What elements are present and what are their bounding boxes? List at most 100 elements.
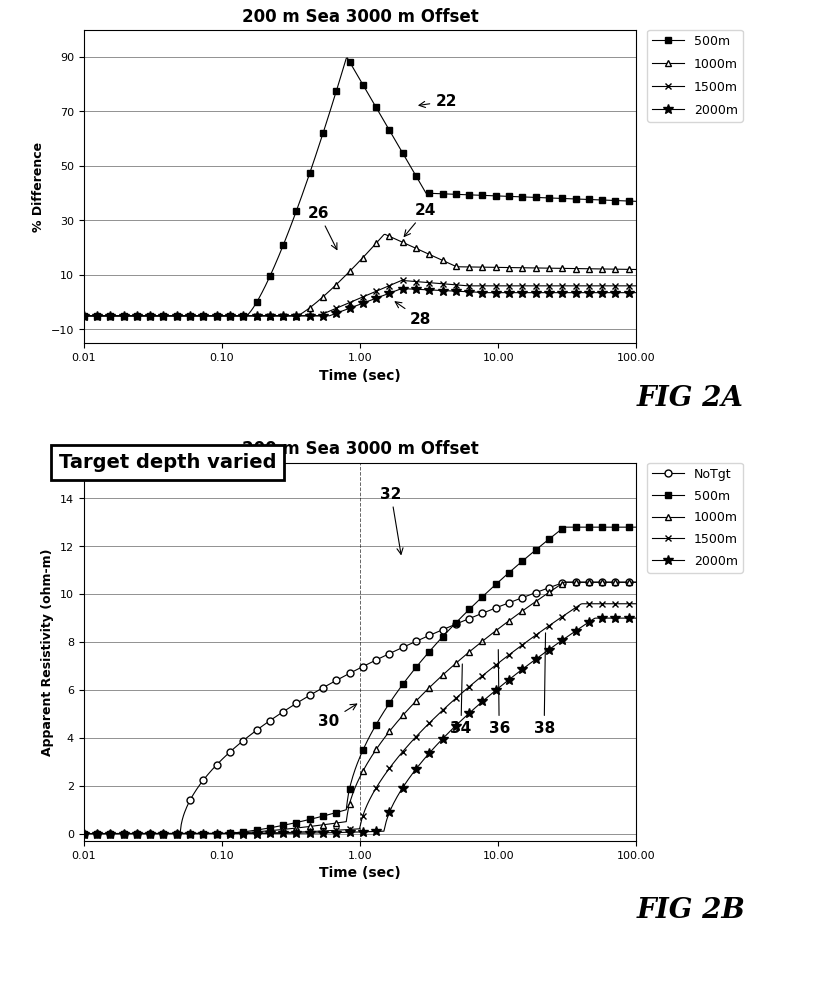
NoTgt xyxy=(619,576,629,588)
1000m xyxy=(408,242,418,254)
1500m xyxy=(341,298,351,310)
Text: 38: 38 xyxy=(533,633,554,736)
Text: 28: 28 xyxy=(395,301,431,327)
500m xyxy=(408,666,418,678)
Text: 22: 22 xyxy=(418,95,456,109)
1500m xyxy=(631,280,641,292)
Line: 1500m: 1500m xyxy=(80,600,639,837)
500m xyxy=(619,521,629,533)
2000m xyxy=(377,290,388,301)
Title: 200 m Sea 3000 m Offset: 200 m Sea 3000 m Offset xyxy=(242,8,478,26)
Text: 24: 24 xyxy=(404,203,436,237)
1000m xyxy=(344,798,354,810)
Y-axis label: % Difference: % Difference xyxy=(32,141,45,232)
2000m xyxy=(619,612,629,624)
1000m xyxy=(408,698,418,710)
NoTgt xyxy=(341,670,351,682)
2000m xyxy=(531,653,542,665)
500m xyxy=(631,196,641,208)
Line: NoTgt: NoTgt xyxy=(80,579,639,837)
1000m xyxy=(341,269,351,281)
NoTgt xyxy=(79,828,89,840)
1000m xyxy=(79,828,89,840)
Text: 30: 30 xyxy=(318,704,357,729)
X-axis label: Time (sec): Time (sec) xyxy=(319,866,401,880)
1500m xyxy=(341,824,351,836)
1000m xyxy=(344,266,354,278)
1500m xyxy=(377,772,388,784)
Text: 36: 36 xyxy=(488,650,510,736)
1000m xyxy=(631,576,641,588)
Title: 200 m Sea 3000 m Offset: 200 m Sea 3000 m Offset xyxy=(242,441,478,459)
500m xyxy=(631,521,641,533)
Text: FIG 2B: FIG 2B xyxy=(636,896,745,924)
1000m xyxy=(619,576,629,588)
Line: 500m: 500m xyxy=(80,55,639,319)
2000m xyxy=(619,287,629,298)
1500m xyxy=(397,275,407,287)
500m xyxy=(341,53,351,65)
Legend: NoTgt, 500m, 1000m, 1500m, 2000m: NoTgt, 500m, 1000m, 1500m, 2000m xyxy=(647,463,742,573)
NoTgt xyxy=(377,651,388,663)
1500m xyxy=(344,297,354,308)
2000m xyxy=(631,287,641,298)
500m xyxy=(377,707,388,719)
Y-axis label: Apparent Resistivity (ohm-m): Apparent Resistivity (ohm-m) xyxy=(41,548,54,755)
2000m xyxy=(532,287,542,298)
1000m xyxy=(79,310,89,322)
Line: 1000m: 1000m xyxy=(80,231,639,319)
500m xyxy=(79,310,89,322)
2000m xyxy=(631,612,641,624)
2000m xyxy=(397,283,407,295)
Text: 32: 32 xyxy=(380,487,403,554)
Text: FIG 2A: FIG 2A xyxy=(636,384,743,412)
NoTgt xyxy=(559,576,569,588)
Line: 2000m: 2000m xyxy=(79,613,641,839)
1000m xyxy=(532,263,542,275)
1000m xyxy=(619,264,629,276)
1500m xyxy=(631,598,641,610)
500m xyxy=(342,53,352,65)
2000m xyxy=(341,303,351,315)
2000m xyxy=(590,612,600,624)
NoTgt xyxy=(408,637,418,649)
500m xyxy=(346,58,356,70)
2000m xyxy=(344,826,354,838)
Line: 2000m: 2000m xyxy=(79,284,641,320)
1000m xyxy=(341,816,351,828)
1500m xyxy=(619,598,629,610)
1500m xyxy=(79,828,89,840)
1500m xyxy=(79,310,89,322)
1500m xyxy=(619,280,629,292)
2000m xyxy=(79,828,89,840)
500m xyxy=(408,166,418,178)
1000m xyxy=(380,229,390,241)
1500m xyxy=(408,276,418,288)
2000m xyxy=(377,825,388,837)
1500m xyxy=(532,280,542,292)
2000m xyxy=(408,284,418,296)
500m xyxy=(559,521,569,533)
1500m xyxy=(377,283,388,295)
1000m xyxy=(531,595,542,607)
500m xyxy=(341,804,351,816)
1000m xyxy=(631,264,641,276)
500m xyxy=(344,783,354,795)
1000m xyxy=(377,734,388,746)
Text: 26: 26 xyxy=(308,206,336,250)
2000m xyxy=(408,767,418,779)
500m xyxy=(79,828,89,840)
Line: 500m: 500m xyxy=(80,523,639,837)
1500m xyxy=(344,824,354,836)
2000m xyxy=(344,302,354,314)
1500m xyxy=(408,734,418,746)
Line: 1000m: 1000m xyxy=(80,579,639,837)
1500m xyxy=(531,629,542,641)
Text: 34: 34 xyxy=(450,664,471,736)
X-axis label: Time (sec): Time (sec) xyxy=(319,368,401,382)
NoTgt xyxy=(531,586,542,598)
500m xyxy=(619,195,629,207)
500m xyxy=(531,543,542,555)
2000m xyxy=(341,827,351,839)
2000m xyxy=(79,310,89,322)
